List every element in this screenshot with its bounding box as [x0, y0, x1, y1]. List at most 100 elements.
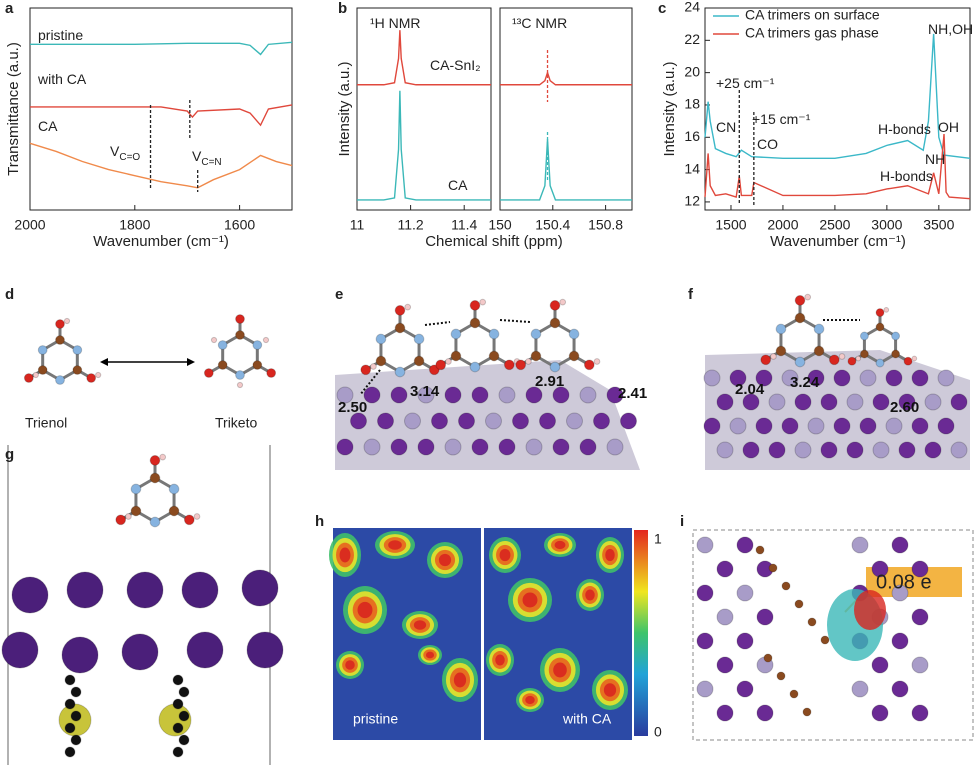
atom	[768, 441, 786, 459]
atom	[471, 386, 489, 404]
atom	[742, 393, 760, 411]
atom	[149, 516, 161, 528]
atom	[566, 412, 583, 430]
annotation: pristine	[38, 27, 83, 43]
annotation: +25 cm⁻¹	[716, 75, 775, 91]
atom	[181, 571, 219, 609]
atom	[360, 364, 372, 376]
atom	[872, 441, 890, 459]
x-tick-label: 1800	[119, 217, 150, 233]
x-tick-label: 3000	[871, 217, 902, 233]
plot-frame	[499, 7, 633, 211]
atom	[469, 361, 481, 373]
atom	[775, 345, 787, 357]
annotation: VC=O	[110, 143, 140, 163]
molecule-label: Triketo	[215, 415, 257, 431]
atom	[172, 746, 184, 758]
atom	[70, 734, 82, 746]
atom	[716, 704, 734, 722]
annotation-text: H-bonds	[878, 121, 931, 137]
atom	[159, 453, 167, 461]
atom	[172, 722, 184, 734]
atom	[851, 680, 869, 698]
atom	[64, 674, 76, 686]
atom	[235, 314, 245, 324]
y-tick-label: 22	[684, 31, 700, 47]
atom	[859, 417, 877, 435]
density-blob	[339, 547, 351, 563]
atom	[375, 355, 387, 367]
atom	[549, 300, 561, 311]
panel-label: d	[5, 286, 14, 303]
atom	[776, 671, 786, 681]
atom	[549, 317, 561, 329]
atom	[807, 369, 825, 387]
density-blob	[438, 553, 452, 567]
atom	[363, 386, 381, 404]
density-blob	[357, 601, 373, 619]
atom	[950, 441, 968, 459]
atom	[891, 680, 909, 698]
x-tick-label: 11	[350, 217, 365, 233]
annotation: CA	[38, 118, 58, 134]
atom	[568, 350, 580, 362]
atom	[891, 331, 901, 341]
atom	[236, 381, 244, 389]
annotation-text: NH,OH	[928, 21, 973, 37]
atom	[875, 308, 885, 318]
atom	[450, 328, 462, 340]
series-line	[357, 30, 491, 86]
atom	[394, 305, 406, 316]
atom	[703, 369, 721, 387]
atom	[794, 356, 806, 368]
annotation-text: ¹H NMR	[370, 15, 421, 31]
atom	[178, 710, 190, 722]
atom	[851, 536, 869, 554]
atom	[891, 536, 909, 554]
density-blob	[553, 662, 567, 678]
atom	[217, 340, 228, 350]
annotation: OH	[938, 119, 959, 135]
annotation-sub: C=O	[119, 152, 140, 163]
x-tick-label: 2000	[14, 217, 45, 233]
atom	[716, 608, 734, 626]
atom	[552, 438, 570, 456]
atom	[903, 356, 913, 366]
atom	[924, 393, 942, 411]
atom	[336, 386, 354, 404]
panel-label: c	[658, 0, 666, 17]
plot-frame	[356, 7, 492, 211]
legend-label: CA trimers on surface	[745, 7, 880, 23]
atom	[911, 369, 929, 387]
annotation: NH,OH	[928, 21, 973, 37]
atom	[847, 356, 857, 366]
atom	[435, 359, 447, 371]
atom	[525, 358, 532, 365]
atom	[95, 371, 102, 379]
atom	[794, 312, 806, 324]
atom	[813, 345, 825, 357]
atom	[539, 412, 556, 430]
atom	[593, 412, 610, 430]
density-blob	[413, 620, 427, 630]
atom	[390, 386, 408, 404]
atom	[833, 417, 851, 435]
atom	[828, 354, 840, 366]
atom	[794, 295, 806, 306]
atom	[86, 373, 97, 383]
annotation: CA-SnI₂	[430, 57, 481, 73]
atom	[37, 365, 48, 375]
atom	[32, 371, 39, 379]
annotation-text: ¹³C NMR	[512, 15, 567, 31]
atom	[55, 375, 65, 385]
annotation: H-bonds	[880, 168, 933, 184]
annotation-text: +25 cm⁻¹	[716, 75, 775, 91]
annotation: CN	[716, 119, 736, 135]
colorbar	[634, 530, 648, 736]
density-blob	[453, 672, 467, 688]
atom	[64, 698, 76, 710]
atom	[172, 674, 184, 686]
arrow-head	[187, 358, 195, 366]
atom	[716, 560, 734, 578]
